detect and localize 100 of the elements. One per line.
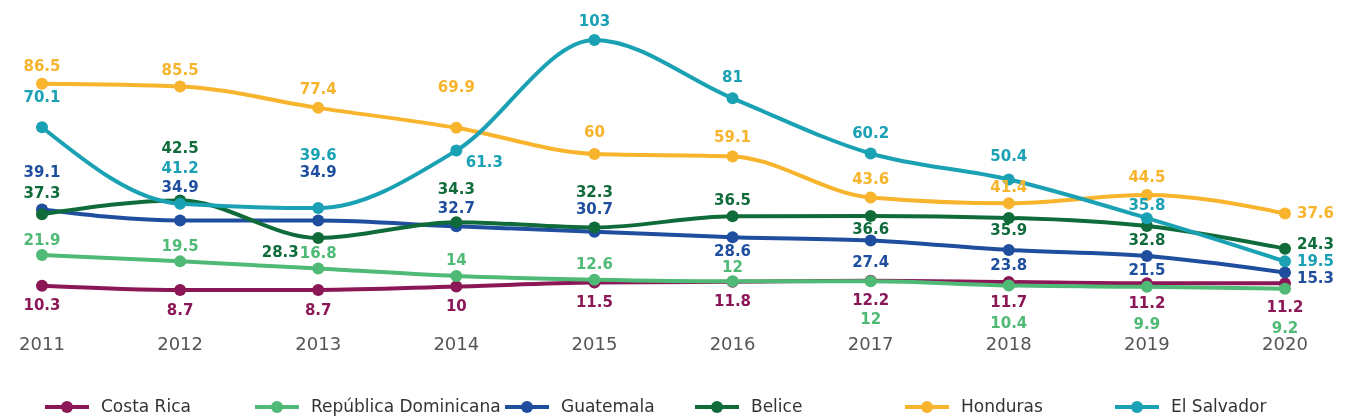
data-label: 11.2 (1266, 297, 1304, 316)
data-label: 10 (445, 297, 467, 316)
data-label: 9.9 (1133, 315, 1161, 334)
point (1279, 255, 1291, 268)
data-label: 36.5 (714, 190, 752, 209)
x-tick-label: 2014 (433, 333, 480, 354)
data-label: 8.7 (166, 300, 194, 319)
data-label: 81 (722, 67, 743, 86)
point (1002, 243, 1015, 256)
data-label: 10.4 (990, 313, 1028, 332)
point (36, 208, 48, 221)
point (312, 202, 325, 215)
x-tick-label: 2017 (847, 333, 894, 354)
data-label: 24.3 (1297, 235, 1335, 254)
data-label: 21.5 (1128, 260, 1166, 279)
point (174, 284, 187, 296)
point (726, 231, 739, 244)
point (864, 147, 877, 160)
point (174, 214, 187, 227)
data-label: 36.6 (852, 219, 890, 238)
data-label: 41.2 (161, 159, 199, 178)
legend-label: Belice (751, 396, 803, 416)
point (450, 216, 463, 229)
point (174, 255, 187, 268)
x-tick-label: 2013 (295, 333, 342, 354)
data-label: 19.5 (161, 236, 199, 255)
data-label: 61.3 (465, 153, 503, 172)
point (450, 280, 463, 293)
data-label: 86.5 (23, 57, 61, 76)
data-label: 10.3 (23, 296, 61, 315)
legend-label: Guatemala (561, 396, 655, 416)
legend-label: República Dominicana (311, 396, 501, 416)
point (36, 121, 48, 134)
point (174, 80, 187, 93)
x-tick-label: 2018 (985, 333, 1032, 354)
point (726, 210, 739, 223)
point (1279, 282, 1291, 295)
data-label: 37.6 (1297, 203, 1335, 222)
data-label: 43.6 (852, 169, 890, 188)
data-label: 37.3 (23, 183, 61, 202)
data-label: 103 (578, 11, 611, 30)
data-label: 44.5 (1128, 167, 1166, 186)
data-label: 35.9 (990, 221, 1028, 240)
data-label: 60.2 (852, 123, 890, 142)
x-tick-label: 2015 (571, 333, 618, 354)
data-label: 14 (445, 251, 467, 270)
x-tick-label: 2012 (157, 333, 204, 354)
data-label: 59.1 (714, 127, 752, 146)
data-label: 21.9 (23, 230, 61, 249)
data-label: 12.6 (575, 255, 613, 274)
point (1279, 207, 1291, 220)
data-label: 19.5 (1297, 251, 1335, 270)
data-label: 11.2 (1128, 293, 1166, 312)
data-label: 11.7 (990, 292, 1028, 311)
point (1140, 250, 1153, 263)
data-label: 12 (860, 309, 882, 328)
x-tick-label: 2011 (19, 333, 65, 354)
point (1002, 197, 1015, 210)
point (450, 269, 463, 282)
point (450, 121, 463, 134)
data-label: 32.3 (575, 182, 613, 201)
x-tick-label: 2019 (1123, 333, 1170, 354)
point (312, 232, 325, 245)
point (312, 262, 325, 275)
point (1140, 212, 1153, 225)
point (1279, 242, 1291, 255)
point (864, 210, 877, 223)
point (450, 144, 463, 157)
point (726, 150, 739, 163)
point (36, 279, 48, 292)
data-label: 32.8 (1128, 230, 1166, 249)
data-label: 34.9 (299, 163, 337, 182)
point (1279, 266, 1291, 279)
data-label: 11.5 (575, 293, 613, 312)
data-label: 41.4 (990, 177, 1028, 196)
data-label: 28.6 (714, 241, 752, 260)
point (312, 101, 325, 114)
point (312, 214, 325, 227)
point (36, 77, 48, 90)
data-label: 60 (584, 123, 605, 142)
x-tick-label: 2016 (709, 333, 756, 354)
data-label: 30.7 (575, 200, 613, 219)
data-label: 11.8 (714, 292, 752, 311)
data-label: 34.9 (161, 178, 199, 197)
data-label: 12 (722, 257, 743, 276)
data-label: 15.3 (1297, 269, 1335, 287)
point (36, 249, 48, 262)
point (864, 191, 877, 204)
data-label: 12.2 (852, 291, 890, 310)
data-label: 32.7 (437, 198, 475, 217)
point (312, 284, 325, 296)
data-label: 50.4 (990, 146, 1028, 165)
point (588, 148, 601, 160)
data-label: 77.4 (299, 80, 337, 99)
point (588, 34, 601, 46)
legend-label: El Salvador (1171, 396, 1267, 416)
data-label: 8.7 (304, 300, 332, 319)
data-label: 70.1 (23, 87, 61, 106)
data-label: 85.5 (161, 60, 199, 79)
legend-label: Costa Rica (101, 396, 191, 416)
